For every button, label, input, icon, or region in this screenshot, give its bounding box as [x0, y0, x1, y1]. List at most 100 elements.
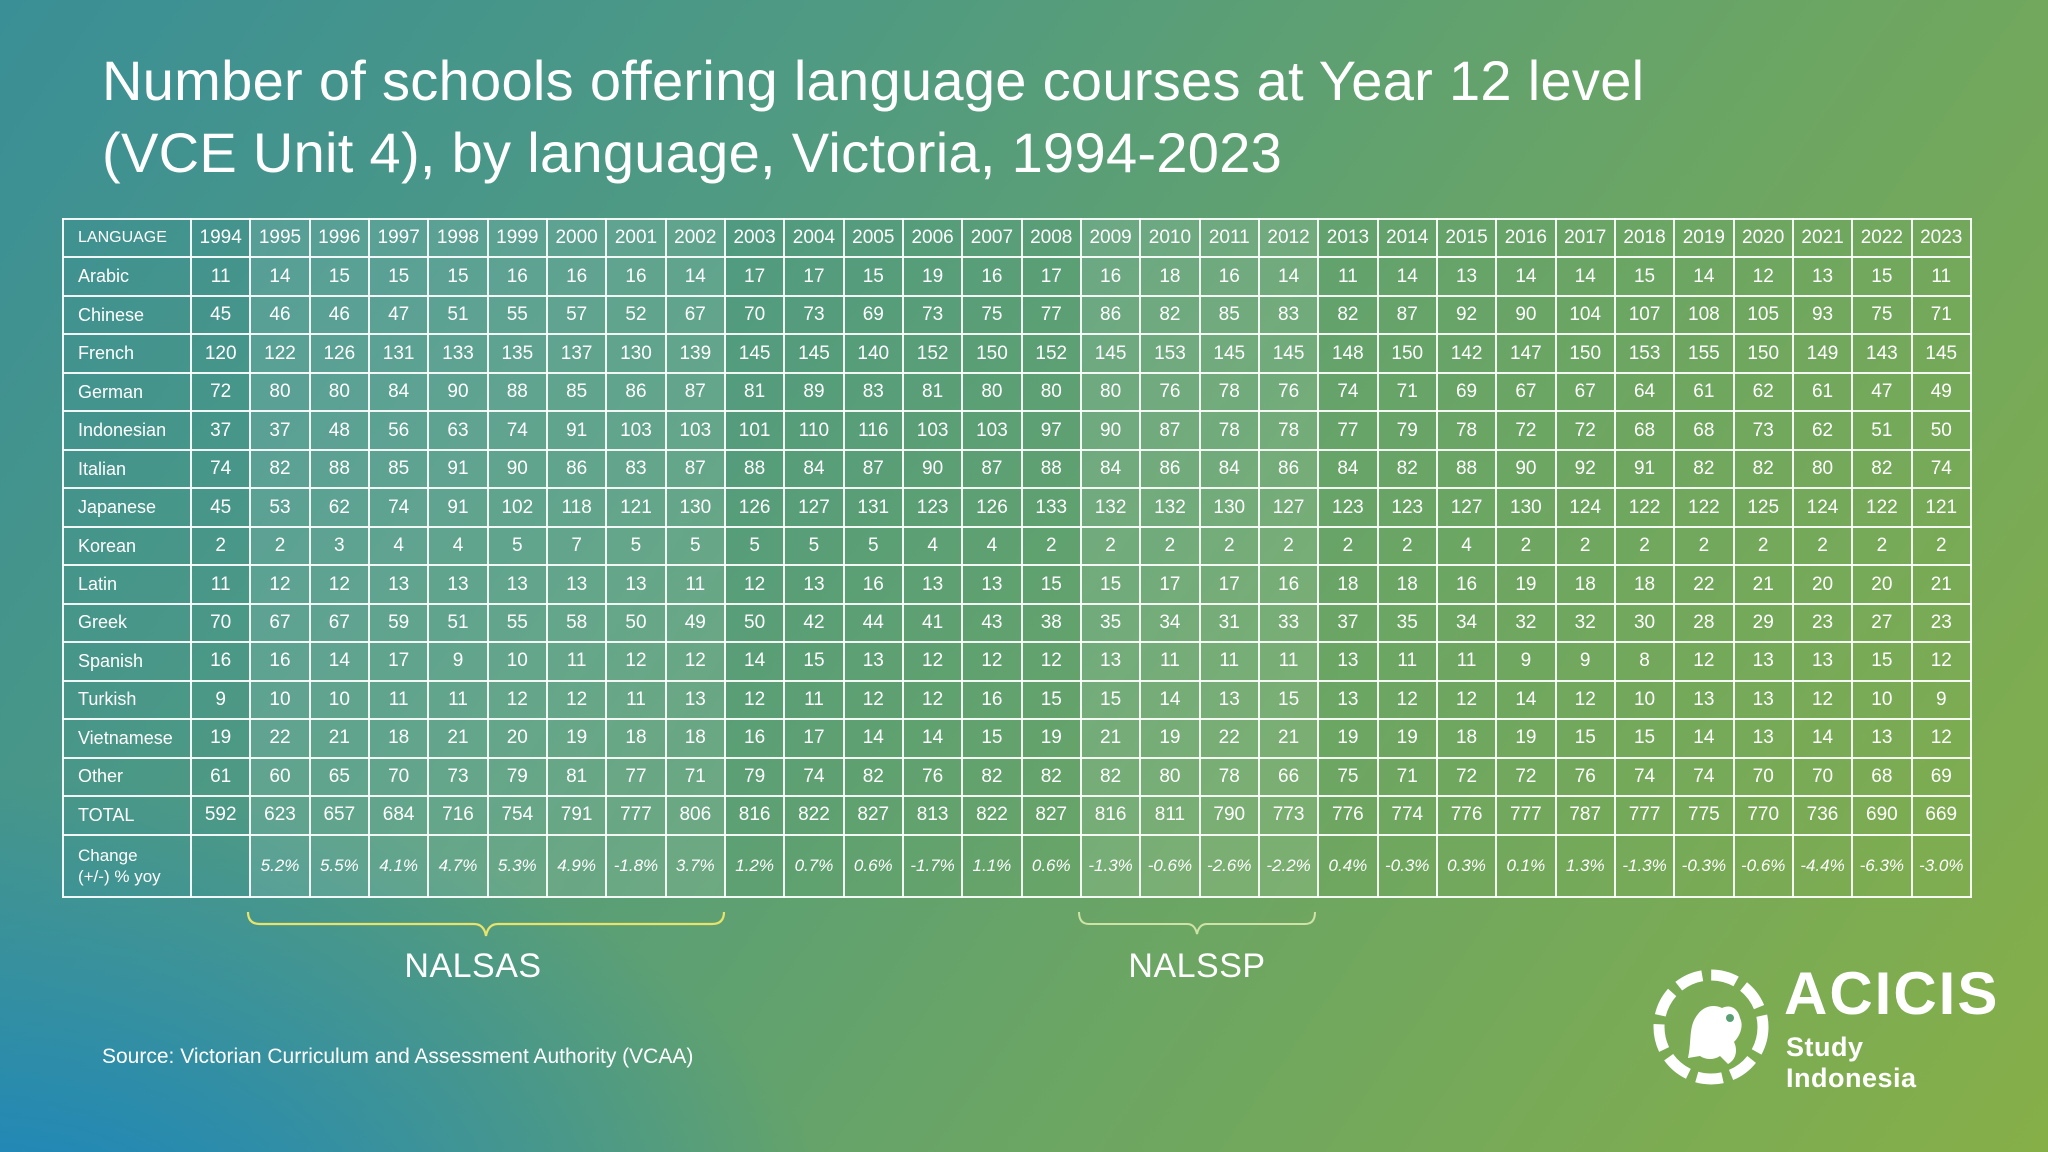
change-cell: 4.9%	[545, 833, 608, 899]
data-cell: 14	[1495, 679, 1557, 721]
year-header: 2008	[1020, 217, 1082, 259]
data-cell: 88	[486, 371, 548, 413]
row-label: TOTAL	[62, 795, 192, 836]
data-cell: 45	[189, 487, 252, 528]
data-cell: 72	[1554, 410, 1616, 451]
data-cell: 9	[1554, 641, 1616, 682]
change-cell: -3.0%	[1910, 833, 1973, 899]
data-cell: 91	[427, 448, 489, 490]
data-cell: 83	[1257, 294, 1320, 336]
data-cell: 15	[427, 256, 489, 297]
data-cell: 773	[1257, 795, 1320, 836]
row-label: Indonesian	[62, 410, 192, 451]
data-cell: 2	[1791, 525, 1854, 567]
data-cell: 32	[1495, 602, 1557, 644]
year-header: 2005	[842, 217, 904, 259]
data-cell: 2	[1613, 525, 1676, 567]
table-row: Korean 2 2 3 4 4 5 7 5 5 5 5 5 4 4 2 2 2 2 2 2 2 4 2 2 2 2 2 2 2 2	[62, 525, 1973, 567]
data-cell: 20	[486, 718, 548, 759]
data-cell: 145	[783, 333, 845, 374]
change-cell: -1.7%	[901, 833, 964, 899]
data-cell: 13	[1673, 679, 1735, 721]
data-cell: 716	[427, 795, 489, 836]
data-cell: 14	[1673, 256, 1735, 297]
data-cell: 827	[1020, 795, 1082, 836]
data-cell: 811	[1139, 795, 1201, 836]
nalsas-brace	[246, 911, 726, 937]
data-cell: 13	[1791, 256, 1854, 297]
data-cell: 816	[1079, 795, 1142, 836]
data-cell: 86	[1139, 448, 1201, 490]
data-cell: 145	[1079, 333, 1142, 374]
data-cell: 83	[842, 371, 904, 413]
data-cell: 86	[1257, 448, 1320, 490]
row-label: Greek	[62, 602, 192, 644]
data-cell: 20	[1791, 564, 1854, 605]
data-cell: 59	[367, 602, 430, 644]
data-cell: 4	[1435, 525, 1498, 567]
data-cell: 62	[1791, 410, 1854, 451]
data-cell: 83	[605, 448, 667, 490]
data-cell: 19	[189, 718, 252, 759]
data-cell: 150	[961, 333, 1023, 374]
data-cell: 127	[1257, 487, 1320, 528]
year-header: 1999	[486, 217, 548, 259]
data-cell: 67	[1495, 371, 1557, 413]
data-cell: 15	[1020, 564, 1082, 605]
year-header: 2015	[1435, 217, 1498, 259]
year-header: 2020	[1732, 217, 1794, 259]
data-cell: 68	[1851, 756, 1913, 798]
data-cell: 791	[545, 795, 608, 836]
data-cell: 131	[842, 487, 904, 528]
data-cell: 20	[1851, 564, 1913, 605]
year-header: 2022	[1851, 217, 1913, 259]
data-cell: 9	[1910, 679, 1973, 721]
change-cell: -0.6%	[1139, 833, 1201, 899]
data-cell: 77	[1020, 294, 1082, 336]
data-cell: 16	[486, 256, 548, 297]
data-cell: 130	[1198, 487, 1260, 528]
data-cell: 69	[842, 294, 904, 336]
data-cell: 50	[723, 602, 786, 644]
change-cell: 0.4%	[1317, 833, 1379, 899]
data-cell: 67	[249, 602, 311, 644]
data-cell: 143	[1851, 333, 1913, 374]
data-cell: 142	[1435, 333, 1498, 374]
data-cell: 132	[1079, 487, 1142, 528]
data-cell: 82	[842, 756, 904, 798]
year-header: 2001	[605, 217, 667, 259]
data-cell: 21	[1732, 564, 1794, 605]
data-cell: 73	[783, 294, 845, 336]
data-cell: 35	[1376, 602, 1438, 644]
data-cell: 53	[249, 487, 311, 528]
data-cell: 75	[1317, 756, 1379, 798]
data-cell: 13	[664, 679, 726, 721]
data-cell: 70	[367, 756, 430, 798]
data-cell: 80	[1079, 371, 1142, 413]
data-cell: 78	[1257, 410, 1320, 451]
nalsas-label: NALSAS	[404, 947, 542, 985]
data-cell: 12	[1732, 256, 1794, 297]
data-cell: 776	[1317, 795, 1379, 836]
data-cell: 13	[1732, 718, 1794, 759]
data-cell: 28	[1673, 602, 1735, 644]
data-cell: 67	[1554, 371, 1616, 413]
data-cell: 12	[1910, 718, 1973, 759]
data-cell: 18	[1554, 564, 1616, 605]
data-cell: 72	[1495, 410, 1557, 451]
data-cell: 12	[1673, 641, 1735, 682]
data-cell: 147	[1495, 333, 1557, 374]
data-cell: 18	[1613, 564, 1676, 605]
data-cell: 19	[1495, 718, 1557, 759]
data-cell: 71	[664, 756, 726, 798]
data-cell: 37	[1317, 602, 1379, 644]
row-label: Latin	[62, 564, 192, 605]
data-cell: 153	[1613, 333, 1676, 374]
data-cell: 155	[1673, 333, 1735, 374]
data-cell: 80	[961, 371, 1023, 413]
row-label: Vietnamese	[62, 718, 192, 759]
data-cell: 150	[1376, 333, 1438, 374]
data-cell: 51	[427, 294, 489, 336]
table-row: German 72 80 80 84 90 88 85 86 87 81 89 83 81 80 80 80 76…	[62, 371, 1973, 413]
data-cell: 93	[1791, 294, 1854, 336]
